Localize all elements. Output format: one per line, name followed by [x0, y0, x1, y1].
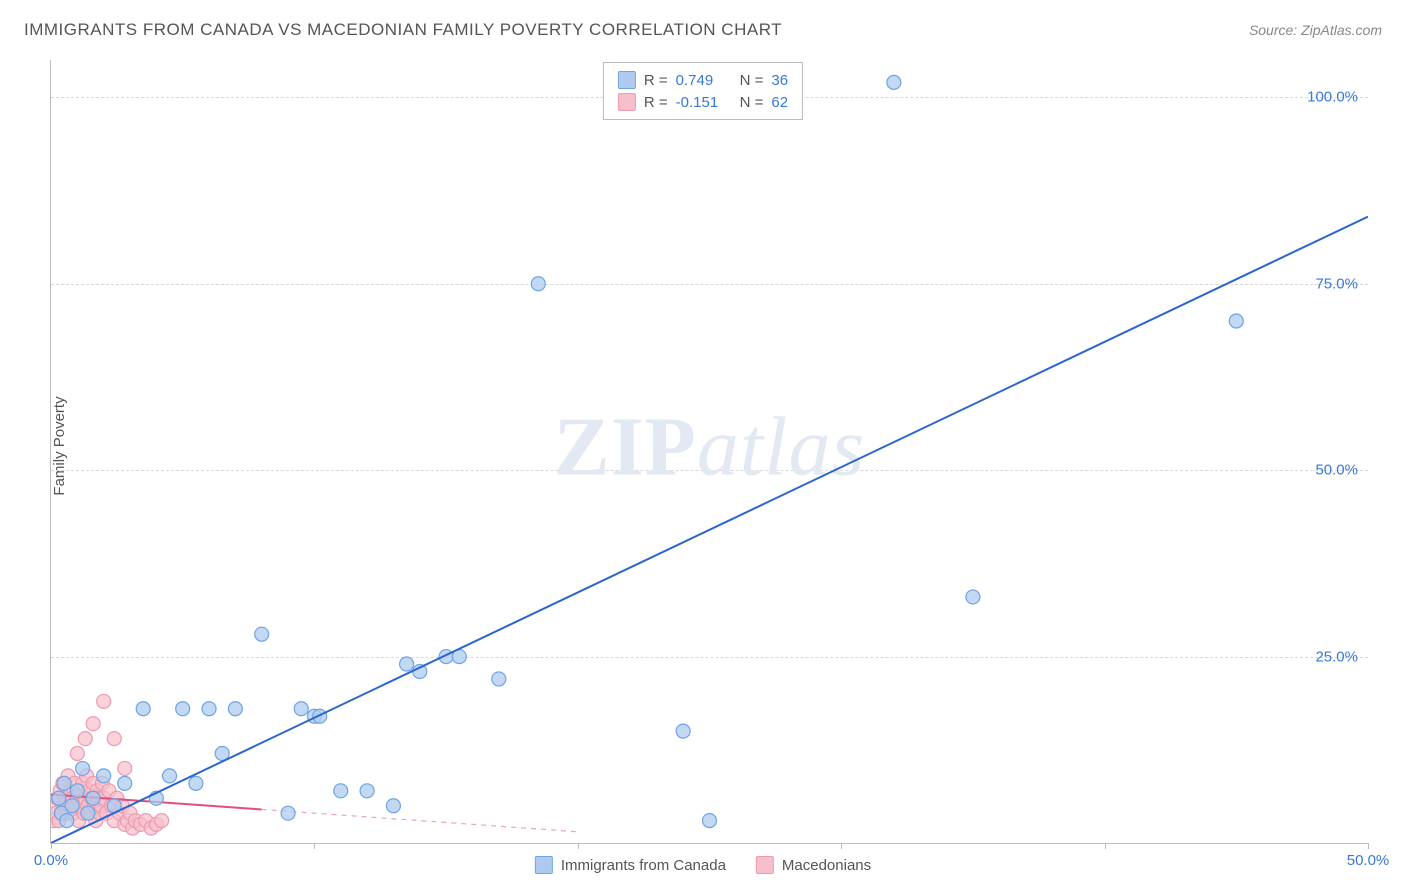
series-legend: Immigrants from Canada Macedonians — [535, 856, 871, 874]
y-tick-label: 25.0% — [1315, 648, 1358, 665]
y-tick-label: 75.0% — [1315, 275, 1358, 292]
r-prefix-2: R = — [644, 94, 668, 111]
source-label: Source: ZipAtlas.com — [1249, 22, 1382, 38]
r-prefix: R = — [644, 72, 668, 89]
n-value-macedonian: 62 — [771, 94, 788, 111]
legend-item-macedonian: Macedonians — [756, 856, 871, 874]
n-prefix: N = — [740, 72, 764, 89]
y-tick-label: 100.0% — [1307, 89, 1358, 106]
x-tick-label: 50.0% — [1347, 852, 1390, 869]
r-value-canada: 0.749 — [676, 72, 732, 89]
legend-row-macedonian: R = -0.151 N = 62 — [618, 91, 788, 113]
plot-area: ZIPatlas 25.0%50.0%75.0%100.0%0.0%50.0% — [50, 60, 1368, 844]
legend-swatch-pink-bottom — [756, 856, 774, 874]
legend-swatch-pink — [618, 93, 636, 111]
correlation-legend: R = 0.749 N = 36 R = -0.151 N = 62 — [603, 62, 803, 120]
legend-row-canada: R = 0.749 N = 36 — [618, 69, 788, 91]
chart-svg — [51, 60, 1368, 843]
y-tick-label: 50.0% — [1315, 462, 1358, 479]
n-prefix-2: N = — [740, 94, 764, 111]
r-value-macedonian: -0.151 — [676, 94, 732, 111]
x-tick-label: 0.0% — [34, 852, 68, 869]
legend-label-canada: Immigrants from Canada — [561, 857, 726, 874]
legend-swatch-blue — [618, 71, 636, 89]
n-value-canada: 36 — [771, 72, 788, 89]
legend-item-canada: Immigrants from Canada — [535, 856, 726, 874]
legend-label-macedonian: Macedonians — [782, 857, 871, 874]
legend-swatch-blue-bottom — [535, 856, 553, 874]
chart-title: IMMIGRANTS FROM CANADA VS MACEDONIAN FAM… — [24, 20, 782, 40]
